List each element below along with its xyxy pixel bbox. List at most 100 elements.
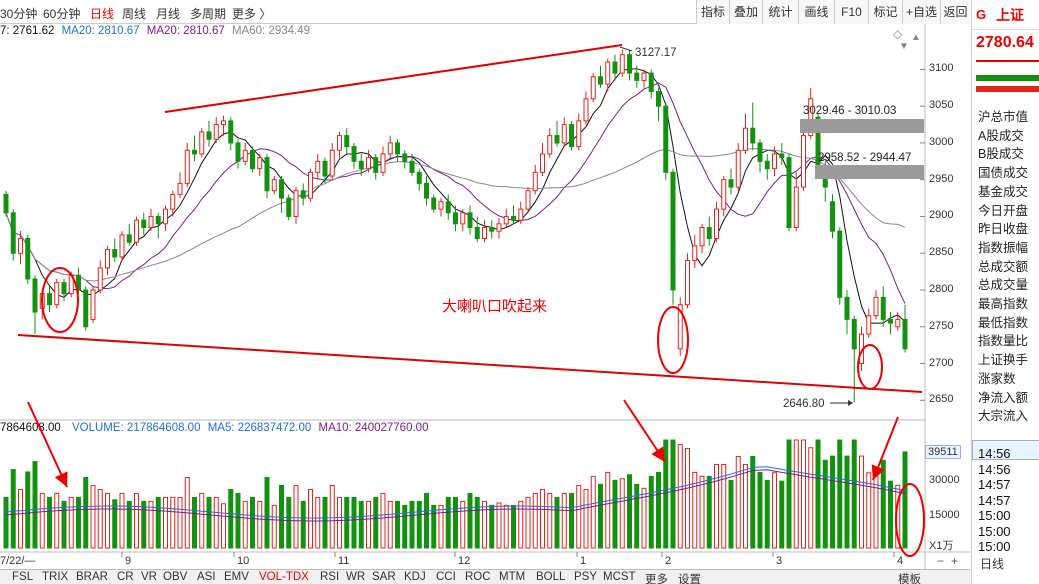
tool-overlay-button[interactable]: 叠加 [729,0,762,24]
diamond-icon[interactable]: ◇ [893,27,903,41]
quote-field-7: 指数振幅 [978,240,1029,255]
volume-bar [590,475,596,549]
quote-field-0: 沪总市值 [978,110,1029,124]
candle-body [837,230,843,298]
tab-vol-tdx[interactable]: VOL-TDX [259,571,309,583]
tab-brar[interactable]: BRAR [76,571,108,583]
candle-body [743,127,748,151]
tab-mcst[interactable]: MCST [603,571,636,583]
quote-field-16: 大宗流入 [978,409,1029,424]
candle-body [583,98,589,122]
tool-f10-button[interactable]: F10 [834,0,868,24]
ma60-line [5,148,906,282]
volume-bar [641,487,647,549]
tool-back-button[interactable]: 返回 [940,0,970,24]
lower-trend-line [17,334,923,393]
volume-bar [605,471,611,549]
volume-bar [300,500,306,549]
arrow-up-icon[interactable]: ▲ [911,32,921,43]
tab-asi[interactable]: ASI [197,571,216,583]
tab-rsi[interactable]: RSI [320,571,340,583]
low-pointer-head [848,400,853,406]
volume-bar [801,439,806,549]
period-30min[interactable]: 30分钟 [0,7,38,21]
tab-cci[interactable]: CCI [436,571,456,583]
candle-body [235,142,241,162]
tick-time: 14:56 [978,446,1011,461]
tab-cr[interactable]: CR [117,571,134,583]
price-tick-label: 2900 [929,209,954,222]
tab-emv[interactable]: EMV [224,571,249,583]
tool-add-watchlist-button[interactable]: +自选 [902,0,940,24]
tool-stats-button[interactable]: 统计 [762,0,798,24]
tab-roc[interactable]: ROC [465,571,491,583]
candle-body [322,160,328,177]
candle-body [257,157,263,170]
volume-ma5-line [5,466,906,519]
ma-legend-ma5: 7: 2761.62 [0,25,55,37]
tab-sar[interactable]: SAR [372,571,396,583]
volume-bar [728,479,734,549]
volume-tick-label: 30000 [929,474,960,486]
tab-wr[interactable]: WR [346,571,366,583]
current-volume-box [972,440,1039,460]
candle-body [561,124,567,144]
volume-bar [155,496,161,549]
candle-body [424,182,429,199]
volume-bar [322,496,328,549]
candle-body [445,201,451,214]
tab-更多[interactable]: 更多 [645,574,668,584]
candle-body [155,215,161,225]
tab-boll[interactable]: BOLL [536,571,566,583]
volume-bar [271,504,277,549]
volume-bar [134,492,139,549]
volume-bar [598,483,603,549]
candle-body [467,212,473,228]
tab-obv[interactable]: OBV [163,571,188,583]
volume-bar [692,471,698,549]
tool-indicator-button[interactable]: 指标 [696,0,729,24]
candle-body [134,219,139,243]
tab-mtm[interactable]: MTM [499,571,526,583]
tab-kdj[interactable]: KDJ [404,571,426,583]
quote-field-4: 基金成交 [978,184,1029,199]
tool-mark-button[interactable]: 标记 [868,0,902,24]
candlestick-chart[interactable]: ◇ ▲▼ − +3127.17 2646.80 3029.46 - 3010.03 2958… [0,0,970,569]
tab-psy[interactable]: PSY [574,571,598,583]
period-60min[interactable]: 60分钟 [43,7,81,21]
arrow-down-icon[interactable]: ▼ [899,41,909,52]
note-label: 大喇叭口吹起来 [442,298,547,315]
zoom-plus-icon[interactable]: + [951,554,958,568]
period-more[interactable]: 更多 〉 [232,7,272,21]
highlight-ellipse [857,344,883,390]
volume-bar [373,496,379,549]
period-monthly[interactable]: 月线 [156,7,181,21]
volume-bar [105,492,110,549]
template-button[interactable]: 模板 [898,574,921,584]
candle-body [438,201,444,210]
tab-fsl[interactable]: FSL [12,571,34,583]
price-tick-label: 2650 [929,393,954,406]
volume-bar [822,459,828,549]
quote-field-11: 最低指数 [978,315,1029,330]
candle-body [677,304,683,350]
tool-draw-button[interactable]: 画线 [798,0,834,24]
candle-body [627,54,632,74]
period-multi[interactable]: 多周期 [190,7,227,21]
volume-bar [257,500,263,549]
tab-设置[interactable]: 设置 [678,574,701,584]
zoom-minus-icon[interactable]: − [937,554,944,568]
volume-bar [39,492,45,549]
tab-trix[interactable]: TRIX [42,571,69,583]
tab-vr[interactable]: VR [141,571,157,583]
candle-body [714,208,719,240]
quote-field-5: 今日开盘 [978,203,1029,218]
gap-zone-upper [800,119,924,133]
volume-bar [315,496,321,549]
volume-bar [743,463,748,549]
volume-bar [416,500,422,549]
date-tick-label: 12 [458,555,471,567]
period-weekly[interactable]: 周线 [122,7,147,21]
period-daily[interactable]: 日线 [90,7,115,21]
volume-bar [706,475,712,549]
